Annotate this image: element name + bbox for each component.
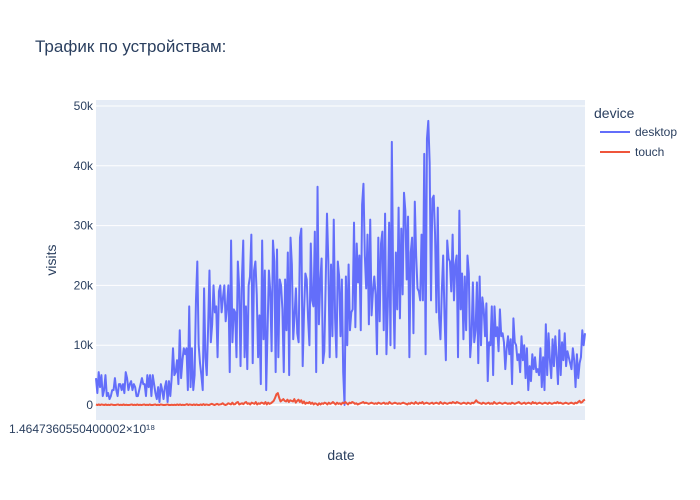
y-tick-label-50k: 50k — [74, 99, 94, 113]
x-tick-label: 1.4647360550400002×10¹⁸ — [9, 422, 155, 436]
legend-label-touch: touch — [635, 145, 664, 159]
y-tick-label-10k: 10k — [74, 338, 94, 352]
legend-item-touch[interactable]: touch — [600, 145, 664, 159]
legend: device desktop touch — [594, 105, 677, 159]
y-tick-label-20k: 20k — [74, 278, 94, 292]
y-axis-title: visits — [43, 244, 59, 275]
y-tick-label-40k: 40k — [74, 159, 94, 173]
legend-title: device — [594, 105, 635, 121]
y-tick-label-30k: 30k — [74, 219, 94, 233]
y-tick-label-0: 0 — [86, 398, 93, 412]
legend-label-desktop: desktop — [635, 125, 677, 139]
legend-item-desktop[interactable]: desktop — [600, 125, 677, 139]
chart-title: Трафик по устройствам: — [35, 37, 226, 56]
x-axis-title: date — [327, 447, 354, 463]
y-tick-labels: 0 10k 20k 30k 40k 50k — [74, 99, 94, 412]
